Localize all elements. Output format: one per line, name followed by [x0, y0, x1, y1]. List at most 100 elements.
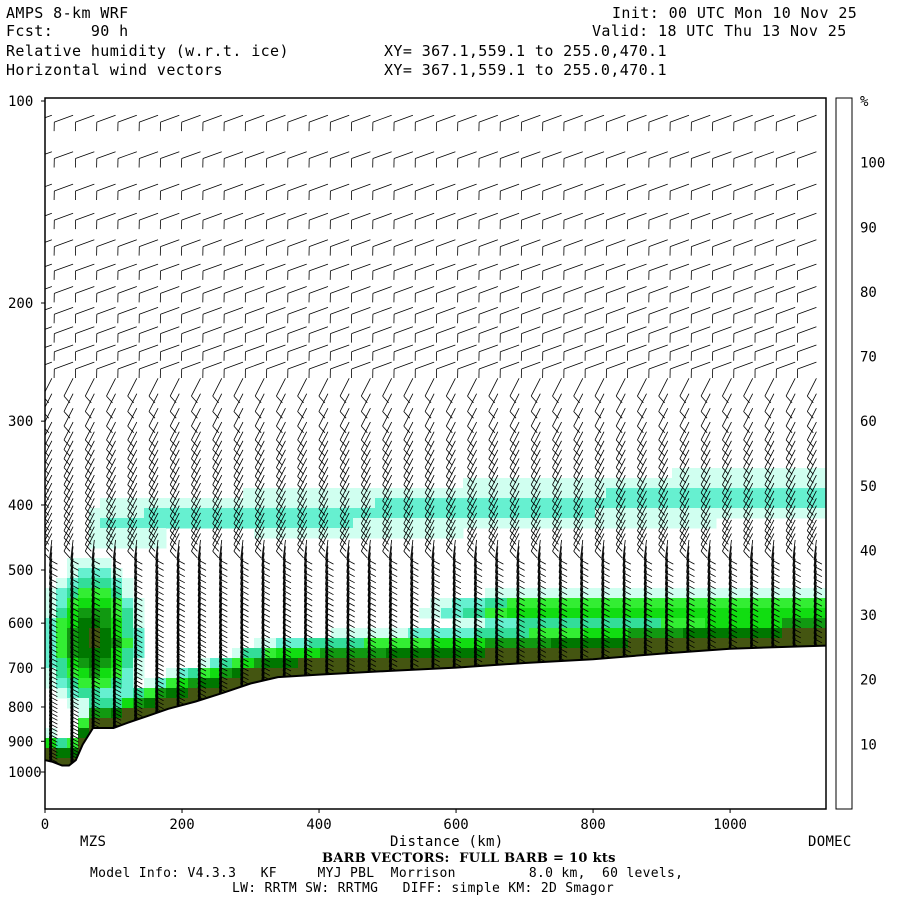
- wind-barb-staff: [197, 613, 201, 634]
- wind-barb-staff: [452, 576, 456, 597]
- rh-cell: [738, 628, 750, 639]
- wind-barb-staff: [106, 431, 116, 450]
- wind-barb-staff: [191, 431, 201, 450]
- rh-cell: [210, 678, 222, 689]
- wind-barb-staff: [70, 613, 74, 634]
- wind-barb-staff: [388, 576, 393, 597]
- rh-cell: [727, 638, 739, 649]
- wind-barb-staff: [382, 440, 393, 459]
- wind-barb-staff: [436, 344, 456, 353]
- wind-barb-staff: [117, 151, 137, 159]
- rh-cell: [375, 508, 387, 519]
- wind-barb-staff: [563, 326, 583, 334]
- wind-barb-flag: [276, 544, 283, 552]
- wind-barb-flag: [212, 523, 219, 531]
- wind-barb-staff: [542, 326, 562, 334]
- rh-cell: [397, 628, 409, 639]
- wind-barb-flag: [212, 537, 219, 545]
- wind-barb-staff: [558, 552, 562, 573]
- wind-barb-staff: [176, 598, 180, 619]
- valid-time: Valid: 18 UTC Thu 13 Nov 25: [592, 22, 847, 40]
- wind-barb-staff: [488, 533, 499, 552]
- wind-barb-staff: [276, 458, 286, 477]
- wind-barb-staff: [351, 183, 371, 192]
- wind-barb-staff: [346, 633, 350, 654]
- wind-barb-staff: [155, 688, 159, 709]
- wind-barb-staff: [63, 474, 74, 494]
- wind-barb-staff: [276, 512, 286, 531]
- wind-barb-staff: [303, 598, 308, 619]
- wind-barb-staff: [360, 421, 371, 441]
- wind-barb-staff: [303, 633, 308, 654]
- wind-barb-staff: [176, 564, 180, 585]
- wind-barb-staff: [45, 183, 52, 192]
- wind-barb-staff: [245, 286, 265, 294]
- wind-barb-flag: [573, 544, 580, 552]
- rh-cell: [232, 658, 244, 669]
- wind-barb-staff: [339, 512, 350, 531]
- rh-cell: [529, 608, 541, 619]
- rh-cell: [430, 648, 442, 659]
- wind-barb-staff: [91, 581, 95, 602]
- rh-cell: [100, 618, 112, 629]
- wind-barb-staff: [467, 498, 477, 517]
- wind-barb-staff: [91, 633, 95, 654]
- wind-barb-staff: [473, 628, 478, 649]
- wind-barb-staff: [388, 603, 393, 624]
- wind-barb-staff: [585, 114, 605, 123]
- wind-barb-staff: [325, 564, 329, 585]
- wind-barb-staff: [601, 581, 605, 602]
- wind-barb-staff: [346, 598, 350, 619]
- wind-barb-staff: [63, 466, 74, 485]
- wind-barb-staff: [70, 724, 74, 745]
- wind-barb-staff: [202, 239, 222, 247]
- rh-cell: [595, 628, 607, 639]
- wind-barb-staff: [509, 512, 520, 531]
- wind-barb-staff: [488, 431, 499, 450]
- rh-cell: [474, 488, 486, 499]
- wind-barb-staff: [127, 474, 138, 494]
- wind-barb-staff: [495, 546, 499, 567]
- rh-cell: [793, 468, 805, 479]
- wind-barb-staff: [516, 598, 520, 619]
- wind-barb-staff: [261, 564, 265, 585]
- wind-barb-staff: [452, 592, 456, 613]
- wind-barb-flag: [573, 530, 580, 538]
- wind-barb-staff: [393, 212, 414, 221]
- rh-cell: [496, 478, 508, 489]
- rh-cell: [804, 508, 816, 519]
- wind-barb-staff: [403, 393, 414, 412]
- wind-barb-staff: [49, 570, 53, 591]
- wind-barb-staff: [467, 449, 477, 468]
- rh-cell: [276, 668, 288, 679]
- rh-cell: [342, 508, 354, 519]
- wind-barb-staff: [452, 570, 456, 591]
- wind-barb-staff: [91, 684, 95, 705]
- rh-cell: [331, 508, 343, 519]
- rh-cell: [452, 528, 464, 539]
- wind-barb-staff: [282, 633, 286, 654]
- wind-barb-staff: [478, 151, 498, 159]
- wind-barb-staff: [169, 421, 180, 441]
- wind-barb-staff: [254, 393, 265, 412]
- wind-barb-staff: [495, 581, 499, 602]
- wind-barb-staff: [117, 344, 137, 353]
- wind-barb-staff: [303, 592, 308, 613]
- wind-barb-staff: [276, 533, 286, 552]
- rh-cell: [353, 638, 365, 649]
- rh-cell: [155, 688, 167, 699]
- wind-barb-staff: [367, 651, 371, 672]
- wind-barb-staff: [45, 449, 53, 468]
- wind-barb-staff: [445, 498, 456, 517]
- wind-barb-staff: [45, 239, 52, 247]
- rh-cell: [111, 648, 123, 659]
- rh-cell: [452, 608, 464, 619]
- rh-cell: [815, 588, 826, 599]
- wind-barb-flag: [191, 544, 198, 552]
- wind-barb-staff: [63, 458, 74, 477]
- wind-barb-staff: [240, 598, 244, 619]
- wind-barb-staff: [585, 326, 605, 334]
- wind-barb-staff: [325, 603, 329, 624]
- wind-barb-staff: [181, 344, 201, 353]
- rh-cell: [485, 598, 497, 609]
